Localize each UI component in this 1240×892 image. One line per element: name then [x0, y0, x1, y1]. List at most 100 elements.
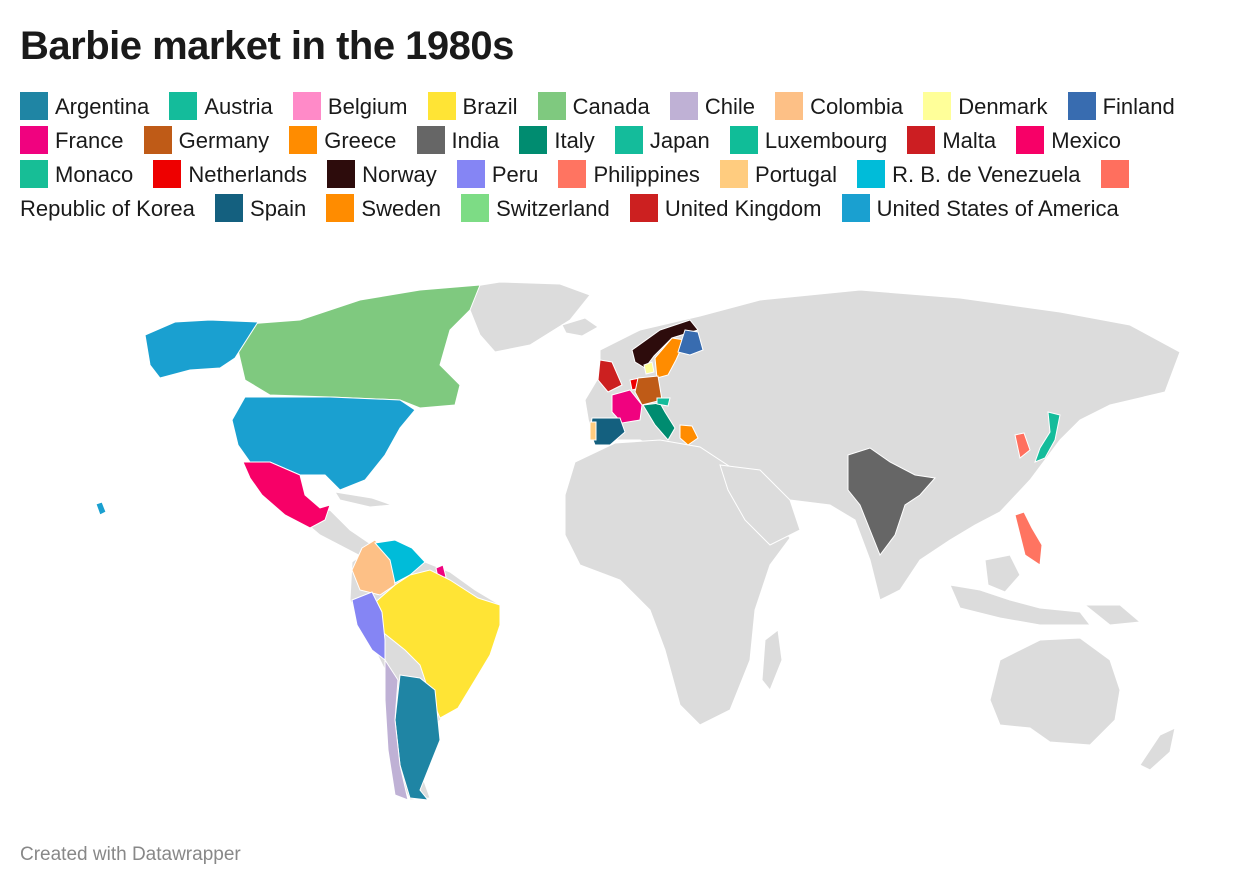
legend-label: Switzerland: [496, 196, 610, 221]
legend-swatch: [519, 126, 548, 154]
legend-swatch: [292, 92, 321, 120]
cuba-shape: [333, 491, 393, 508]
legend-item: Portugal: [720, 160, 837, 188]
legend-label: India: [451, 128, 500, 153]
legend-swatch: [1016, 126, 1045, 154]
country-france: [611, 389, 643, 424]
legend: Argentina Austria Belgium Brazil Canada …: [20, 90, 1220, 226]
legend-label: United Kingdom: [664, 196, 822, 221]
legend-swatch: [20, 160, 48, 188]
legend-label: Sweden: [361, 196, 441, 221]
new-guinea-shape: [1083, 604, 1142, 626]
borneo-shape: [984, 554, 1021, 593]
legend-item: Mexico: [1016, 126, 1121, 154]
legend-swatch: [1067, 92, 1096, 120]
country-portugal: [589, 421, 597, 441]
legend-label: Spain: [250, 196, 307, 221]
legend-label: Norway: [362, 162, 437, 187]
legend-label: R. B. de Venezuela: [892, 162, 1081, 187]
legend-swatch: [20, 92, 48, 120]
legend-label: Chile: [704, 94, 756, 119]
country-denmark: [643, 361, 655, 375]
legend-label: Japan: [649, 128, 710, 153]
legend-item: Colombia: [775, 92, 903, 120]
legend-swatch: [614, 126, 643, 154]
country-korea: [1014, 432, 1031, 459]
legend-label: Greece: [324, 128, 397, 153]
australia-shape: [989, 637, 1121, 746]
legend-item: Sweden: [326, 194, 441, 222]
new-zealand-shape: [1139, 727, 1176, 771]
legend-item: United Kingdom: [629, 194, 822, 222]
legend-swatch: [143, 126, 172, 154]
legend-swatch: [923, 92, 952, 120]
legend-label: Portugal: [755, 162, 837, 187]
legend-swatch: [720, 160, 749, 188]
legend-swatch: [1100, 160, 1129, 188]
legend-label: France: [55, 128, 124, 153]
legend-swatch: [558, 160, 587, 188]
legend-swatch: [169, 92, 198, 120]
legend-label: Brazil: [462, 94, 518, 119]
legend-label: Finland: [1102, 94, 1175, 119]
legend-label: Monaco: [55, 162, 134, 187]
country-chile: [384, 658, 409, 801]
legend-item: Japan: [614, 126, 710, 154]
legend-label: Italy: [554, 128, 595, 153]
legend-swatch: [857, 160, 886, 188]
legend-item: Brazil: [427, 92, 518, 120]
legend-label: United States of America: [876, 196, 1119, 221]
country-uk: [597, 359, 623, 393]
legend-swatch: [20, 126, 48, 154]
legend-swatch: [775, 92, 804, 120]
legend-label: Netherlands: [188, 162, 308, 187]
country-venezuela: [374, 539, 426, 584]
country-austria: [656, 397, 671, 407]
country-india: [847, 447, 936, 557]
country-peru: [351, 591, 386, 662]
legend-item: India: [416, 126, 500, 154]
legend-label: Germany: [178, 128, 270, 153]
country-mexico: [242, 461, 331, 529]
legend-item: Finland: [1067, 92, 1175, 120]
legend-swatch: [841, 194, 870, 222]
legend-item: Italy: [519, 126, 595, 154]
country-japan: [1034, 411, 1061, 463]
country-germany: [634, 375, 663, 406]
country-brazil: [371, 569, 501, 719]
highlighted-countries: [95, 284, 1061, 801]
legend-item: France: [20, 126, 124, 154]
legend-swatch: [215, 194, 244, 222]
legend-item: Austria: [169, 92, 273, 120]
legend-swatch: [416, 126, 445, 154]
legend-swatch: [461, 194, 490, 222]
legend-item: Peru: [456, 160, 539, 188]
legend-swatch: [326, 194, 355, 222]
world-map: [0, 270, 1240, 820]
legend-item: Belgium: [292, 92, 407, 120]
map-title: Barbie market in the 1980s: [20, 24, 514, 68]
legend-item: Denmark: [923, 92, 1048, 120]
country-philippines: [1014, 511, 1043, 566]
legend-label: Denmark: [958, 94, 1048, 119]
legend-swatch: [669, 92, 698, 120]
greenland-shape: [448, 281, 591, 353]
legend-swatch: [153, 160, 182, 188]
legend-label: Philippines: [593, 162, 700, 187]
legend-item: Norway: [327, 160, 437, 188]
legend-swatch: [729, 126, 758, 154]
legend-label: Luxembourg: [764, 128, 888, 153]
legend-label: Argentina: [55, 94, 150, 119]
legend-item: Chile: [669, 92, 756, 120]
legend-item: Malta: [907, 126, 996, 154]
legend-item: Netherlands: [153, 160, 308, 188]
legend-item: Germany: [143, 126, 270, 154]
country-finland: [677, 329, 704, 356]
legend-label: Canada: [572, 94, 650, 119]
legend-swatch: [629, 194, 658, 222]
map-svg: [95, 281, 1181, 801]
arabia-shape: [719, 464, 801, 546]
legend-label: Peru: [491, 162, 539, 187]
africa-shape: [564, 439, 791, 726]
legend-item: Spain: [215, 194, 307, 222]
